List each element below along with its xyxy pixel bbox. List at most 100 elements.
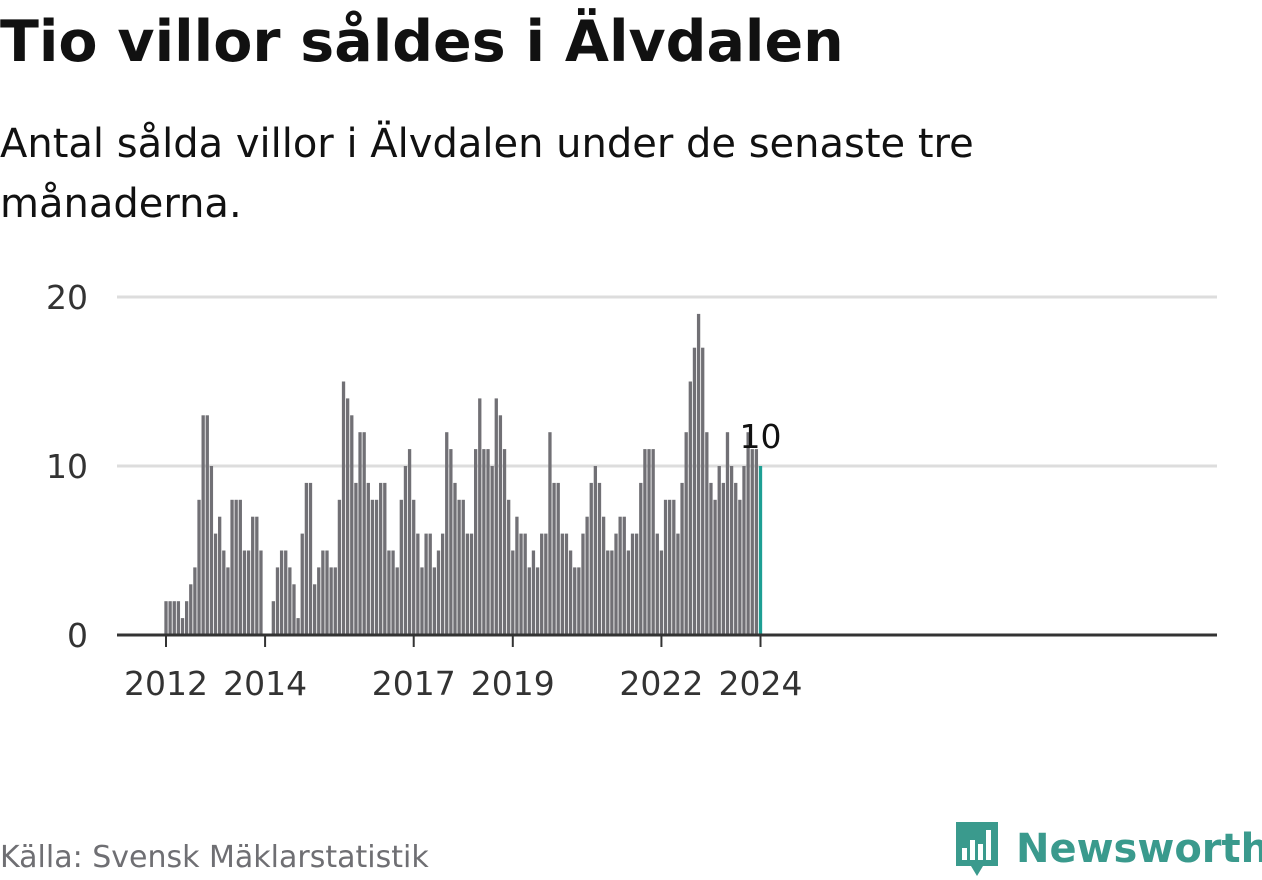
bar: [416, 533, 420, 635]
bar: [515, 516, 519, 635]
bar: [593, 466, 598, 635]
bar: [581, 533, 585, 635]
x-tick-label: 2012: [124, 664, 208, 703]
bar: [717, 466, 721, 635]
highlight-value-label: 10: [740, 417, 782, 456]
bar: [238, 499, 242, 635]
bar: [275, 567, 280, 635]
bar-chart-icon: [956, 822, 998, 876]
bar: [659, 550, 664, 635]
bar: [428, 533, 432, 635]
bar: [676, 533, 680, 635]
bar: [507, 499, 511, 635]
bar: [172, 601, 176, 635]
bar: [296, 618, 300, 635]
bar: [672, 499, 676, 635]
bar: [622, 516, 626, 635]
source-note: Källa: Svensk Mäklarstatistik: [0, 840, 429, 875]
bar: [420, 567, 424, 635]
bar: [197, 499, 201, 635]
bar: [205, 415, 209, 635]
chart-title: Tio villor såldes i Älvdalen: [0, 9, 844, 75]
bar: [618, 516, 622, 635]
bar: [668, 499, 672, 635]
bar: [643, 449, 647, 635]
bar: [354, 482, 358, 635]
bar: [482, 449, 486, 635]
x-tick-label: 2022: [619, 664, 703, 703]
bar: [284, 550, 288, 635]
bar: [362, 432, 366, 635]
bar: [399, 499, 403, 635]
y-tick-label: 0: [67, 616, 88, 655]
bar: [564, 533, 569, 635]
bar: [246, 550, 251, 635]
bar: [502, 449, 507, 635]
bar: [445, 432, 449, 635]
bar: [180, 618, 185, 635]
bar: [478, 398, 482, 635]
bar: [184, 601, 189, 635]
bar: [606, 550, 610, 635]
bar: [655, 533, 659, 635]
brand-logo: Newsworthy: [952, 818, 1262, 880]
bar: [688, 381, 692, 635]
bar: [251, 516, 255, 635]
bar: [333, 567, 337, 635]
bar: [721, 482, 725, 635]
bar: [304, 482, 309, 635]
bar: [577, 567, 581, 635]
bar: [358, 432, 362, 635]
bar: [412, 499, 416, 635]
bar: [288, 567, 292, 635]
y-tick-label: 20: [46, 278, 88, 317]
bar: [750, 449, 754, 635]
bar: [469, 533, 474, 635]
bar: [329, 567, 333, 635]
bar: [635, 533, 639, 635]
bar: [544, 533, 548, 635]
bar: [168, 601, 172, 635]
bar: [630, 533, 635, 635]
bar: [651, 449, 655, 635]
bar: [725, 432, 730, 635]
bar: [395, 567, 399, 635]
bar: [473, 449, 478, 635]
bar: [341, 381, 346, 635]
bar: [383, 482, 387, 635]
bar: [560, 533, 564, 635]
bar: [701, 347, 705, 635]
bar: [209, 466, 214, 635]
bar: [279, 550, 284, 635]
bar-chart: 0 10 20 2012 2014 2017 2019 2022 2024 10: [46, 278, 1217, 703]
bar: [692, 347, 697, 635]
bar: [709, 482, 713, 635]
bar: [424, 533, 428, 635]
bar: [300, 533, 304, 635]
bar: [312, 584, 317, 635]
x-tick-label: 2019: [471, 664, 555, 703]
bar: [610, 550, 614, 635]
bar: [391, 550, 395, 635]
bar: [346, 398, 350, 635]
bar: [680, 482, 684, 635]
bar: [684, 432, 688, 635]
bar: [201, 415, 205, 635]
chart-subtitle: Antal sålda villor i Älvdalen under de s…: [0, 121, 974, 227]
bar: [337, 499, 342, 635]
bar: [540, 533, 544, 635]
bar: [490, 466, 494, 635]
bar: [255, 516, 259, 635]
bar: [597, 482, 602, 635]
bar: [626, 550, 631, 635]
bar: [494, 398, 498, 635]
bar: [585, 516, 589, 635]
bar: [317, 567, 321, 635]
brand-name: Newsworthy: [1016, 826, 1262, 872]
bar: [176, 601, 181, 635]
bar: [193, 567, 197, 635]
bar: [729, 466, 734, 635]
bar: [696, 313, 701, 635]
bar: [292, 584, 296, 635]
bar: [523, 533, 527, 635]
